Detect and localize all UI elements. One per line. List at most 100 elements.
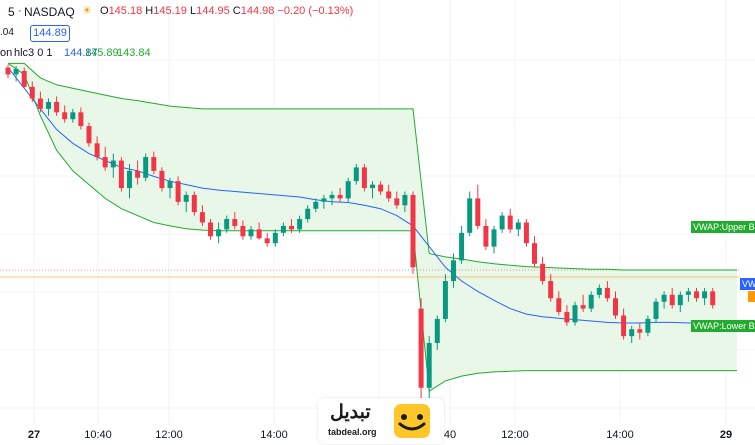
candle-body	[143, 157, 149, 178]
open-label: O	[100, 5, 109, 17]
candle-body	[86, 126, 92, 144]
candle-body	[240, 225, 246, 237]
candle-body	[621, 315, 627, 337]
candle-body	[232, 219, 238, 226]
price-lines	[0, 269, 740, 278]
candle-body	[21, 70, 27, 87]
candle-body	[418, 308, 424, 388]
candle-body	[199, 212, 205, 223]
candle-body	[321, 198, 327, 202]
candle-body	[410, 194, 416, 268]
left-value: .04	[0, 27, 14, 38]
brand-name-en: tabdeal.org	[328, 427, 377, 437]
tabdeal-watermark: تبدیل tabdeal.org	[318, 398, 444, 444]
candle-body	[402, 194, 408, 206]
open-value: 145.18	[108, 5, 143, 17]
candle-body	[386, 191, 392, 199]
candle-body	[661, 294, 667, 302]
candle-body	[361, 167, 367, 189]
candle-body	[694, 291, 699, 299]
high-label: H	[145, 5, 154, 17]
candle-body	[515, 222, 521, 230]
candle-body	[151, 157, 157, 171]
candle-body	[702, 291, 708, 299]
candle-body	[345, 181, 351, 199]
candle-body	[475, 198, 481, 226]
candle-body	[102, 157, 108, 168]
close-value: 144.98	[240, 5, 275, 17]
time-label: 14:00	[606, 429, 634, 441]
vwap-band-fill	[8, 63, 737, 392]
candle-body	[523, 222, 529, 244]
candle-body	[604, 287, 610, 299]
candle-body	[337, 194, 343, 199]
interval-label[interactable]: 5	[8, 5, 15, 19]
candle-body	[329, 194, 335, 199]
candle-body	[70, 112, 76, 120]
candle-body	[94, 143, 100, 158]
candle-body	[118, 160, 124, 189]
candle-body	[272, 232, 278, 244]
low-label: L	[189, 5, 197, 17]
candle-body	[208, 222, 213, 237]
candle-body	[110, 160, 116, 168]
candle-body	[540, 263, 546, 282]
candle-body	[572, 305, 578, 323]
low-value: 144.95	[196, 5, 230, 17]
candle-body	[191, 194, 197, 213]
candle-body	[264, 238, 270, 244]
candle-body	[127, 170, 132, 189]
candle-body	[159, 170, 165, 189]
indicator-params[interactable]: hlc3 0 1	[14, 47, 53, 59]
time-label: 12:00	[501, 429, 529, 441]
market-status-icon[interactable]: ☀	[82, 5, 92, 17]
candle-body	[280, 225, 286, 233]
candle-body	[645, 318, 651, 333]
candle-body	[613, 298, 618, 316]
vwap-lower-band-tag: VWAP:Lower Bar	[691, 320, 755, 332]
brand-name-fa: تبدیل	[330, 402, 371, 423]
candle-body	[353, 167, 359, 182]
candle-body	[62, 112, 68, 120]
high-value: 145.19	[153, 5, 187, 17]
candle-body	[588, 294, 594, 309]
exchange-label[interactable]: NASDAQ	[24, 5, 75, 19]
time-label: 29	[719, 429, 733, 441]
upper-band-value: 145.89	[85, 47, 119, 59]
candle-body	[13, 68, 19, 75]
time-label: 14:00	[260, 429, 288, 441]
candle-body	[297, 219, 303, 230]
candle-body	[37, 98, 43, 109]
candle-body	[596, 287, 602, 295]
candles	[5, 64, 716, 399]
tabdeal-logo-icon	[394, 404, 430, 438]
lower-band-value: 143.84	[117, 47, 151, 59]
candle-body	[378, 184, 384, 192]
indicator-name[interactable]: on	[0, 47, 13, 59]
candle-body	[467, 198, 473, 233]
candle-body	[5, 67, 11, 75]
candle-body	[78, 112, 84, 127]
candle-body	[256, 229, 262, 239]
candle-body	[46, 101, 51, 109]
current-price-box[interactable]: 144.89	[30, 25, 70, 42]
candle-body	[451, 260, 456, 282]
candle-body	[483, 225, 489, 247]
candle-body	[216, 229, 222, 237]
candle-body	[637, 329, 643, 333]
candle-body	[175, 181, 181, 202]
time-label: 12:00	[155, 429, 183, 441]
candle-body	[54, 101, 60, 113]
orange-price-marker	[748, 291, 755, 302]
candle-body	[556, 298, 562, 313]
candle-body	[677, 294, 683, 306]
change-value: −0.20 (−0.13%)	[277, 5, 354, 17]
candle-body	[491, 229, 497, 247]
candle-body	[580, 305, 586, 309]
time-label: 40	[443, 429, 457, 441]
candle-body	[548, 281, 554, 299]
candle-body	[710, 291, 716, 306]
candle-body	[629, 329, 635, 337]
vwap-lower-band	[7, 62, 737, 393]
